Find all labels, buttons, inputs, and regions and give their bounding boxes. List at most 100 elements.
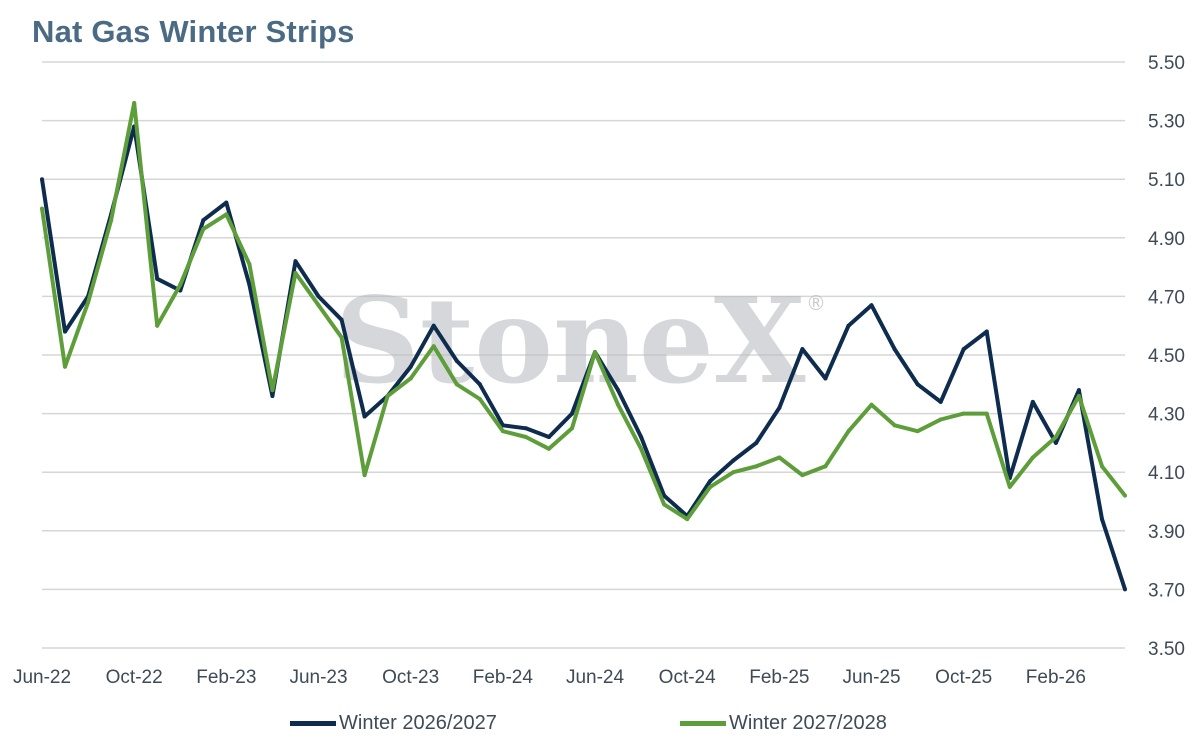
data-point-winter-2027-2028 <box>247 262 252 267</box>
x-tick-label: Feb-23 <box>196 667 256 688</box>
chart-title: Nat Gas Winter Strips <box>32 14 355 49</box>
data-point-winter-2027-2028 <box>40 206 44 211</box>
x-tick-label: Feb-25 <box>749 667 809 688</box>
legend-swatch-winter-2027-2028 <box>680 721 726 726</box>
data-point-winter-2026-2027 <box>777 405 782 410</box>
data-point-winter-2027-2028 <box>500 429 505 434</box>
data-point-winter-2027-2028 <box>616 402 621 407</box>
data-point-winter-2027-2028 <box>385 394 390 399</box>
y-tick-label: 4.50 <box>1148 346 1185 367</box>
data-point-winter-2026-2027 <box>754 440 759 445</box>
data-point-winter-2026-2027 <box>731 458 736 463</box>
y-axis-ticks: 5.50 5.30 5.10 4.90 4.70 4.50 4.30 4.10 3.90 3.70… <box>1148 53 1185 660</box>
data-point-winter-2026-2027 <box>1123 587 1127 592</box>
data-point-winter-2027-2028 <box>155 323 160 328</box>
data-point-winter-2027-2028 <box>984 411 989 416</box>
legend-label-winter-2027-2028: Winter 2027/2028 <box>729 712 887 734</box>
data-point-winter-2027-2028 <box>63 364 68 369</box>
data-point-winter-2026-2027 <box>616 388 621 393</box>
legend-label-winter-2026-2027: Winter 2026/2027 <box>339 712 497 734</box>
data-point-winter-2026-2027 <box>1076 388 1081 393</box>
data-point-winter-2026-2027 <box>477 382 482 387</box>
data-point-winter-2026-2027 <box>63 329 68 334</box>
x-tick-label: Oct-25 <box>935 667 992 688</box>
watermark-logo: StoneX ® <box>335 271 826 410</box>
data-point-winter-2027-2028 <box>639 446 644 451</box>
data-point-winter-2027-2028 <box>339 335 344 340</box>
data-point-winter-2027-2028 <box>800 473 805 478</box>
data-point-winter-2027-2028 <box>523 435 528 440</box>
data-point-winter-2026-2027 <box>1053 440 1058 445</box>
x-tick-label: Oct-23 <box>382 667 439 688</box>
data-point-winter-2026-2027 <box>662 493 667 498</box>
data-point-winter-2026-2027 <box>569 411 574 416</box>
data-point-winter-2027-2028 <box>546 446 551 451</box>
data-point-winter-2026-2027 <box>293 259 298 264</box>
data-point-winter-2027-2028 <box>270 388 275 393</box>
data-point-winter-2027-2028 <box>178 282 183 287</box>
data-point-winter-2027-2028 <box>362 473 367 478</box>
data-point-winter-2027-2028 <box>685 517 690 522</box>
data-point-winter-2026-2027 <box>984 329 989 334</box>
data-point-winter-2026-2027 <box>708 478 713 483</box>
x-tick-label: Jun-24 <box>566 667 625 688</box>
x-axis-ticks: Jun-22 Oct-22 Feb-23 Jun-23 Oct-23 Feb-24 Jun-… <box>13 667 1086 688</box>
series-line-winter-2027-2028 <box>40 101 1127 522</box>
data-point-winter-2027-2028 <box>708 484 713 489</box>
data-point-winter-2027-2028 <box>731 470 736 475</box>
data-point-winter-2027-2028 <box>892 423 897 428</box>
y-tick-label: 5.30 <box>1148 112 1185 133</box>
y-tick-label: 3.50 <box>1148 639 1185 660</box>
data-point-winter-2026-2027 <box>40 177 44 182</box>
data-point-winter-2026-2027 <box>639 435 644 440</box>
data-point-winter-2027-2028 <box>224 212 229 217</box>
y-tick-label: 4.10 <box>1148 463 1185 484</box>
legend-swatch-winter-2026-2027 <box>290 721 336 726</box>
y-tick-label: 3.70 <box>1148 580 1185 601</box>
legend: Winter 2026/2027 Winter 2027/2028 <box>0 712 1198 738</box>
data-point-winter-2026-2027 <box>408 364 413 369</box>
data-point-winter-2027-2028 <box>1099 464 1104 469</box>
x-tick-label: Jun-22 <box>13 667 71 688</box>
data-point-winter-2027-2028 <box>1123 493 1127 498</box>
x-tick-label: Jun-25 <box>842 667 900 688</box>
data-point-winter-2026-2027 <box>454 358 459 363</box>
y-tick-label: 4.90 <box>1148 229 1185 250</box>
data-point-winter-2027-2028 <box>201 227 206 232</box>
x-tick-label: Oct-22 <box>106 667 163 688</box>
data-point-winter-2027-2028 <box>754 464 759 469</box>
gridlines <box>42 61 1125 649</box>
data-point-winter-2026-2027 <box>938 399 943 404</box>
data-point-winter-2026-2027 <box>892 347 897 352</box>
data-point-winter-2027-2028 <box>569 426 574 431</box>
data-point-winter-2026-2027 <box>1030 399 1035 404</box>
data-point-winter-2026-2027 <box>546 435 551 440</box>
data-point-winter-2027-2028 <box>454 382 459 387</box>
x-tick-label: Feb-24 <box>473 667 534 688</box>
legend-item-winter-2026-2027: Winter 2026/2027 <box>290 712 497 735</box>
data-point-winter-2027-2028 <box>477 396 482 401</box>
data-point-winter-2027-2028 <box>1076 394 1081 399</box>
data-point-winter-2026-2027 <box>1099 517 1104 522</box>
data-point-winter-2026-2027 <box>431 323 436 328</box>
series-lines <box>40 101 1127 592</box>
data-point-winter-2027-2028 <box>961 411 966 416</box>
y-tick-label: 5.10 <box>1148 170 1185 191</box>
data-point-winter-2027-2028 <box>431 344 436 349</box>
data-point-winter-2026-2027 <box>523 426 528 431</box>
series-line-winter-2026-2027 <box>40 124 1127 591</box>
data-point-winter-2026-2027 <box>846 323 851 328</box>
data-point-winter-2027-2028 <box>593 350 598 355</box>
y-tick-label: 4.70 <box>1148 287 1185 308</box>
data-point-winter-2027-2028 <box>408 376 413 381</box>
watermark-registered-mark: ® <box>806 291 826 315</box>
data-point-winter-2026-2027 <box>270 394 275 399</box>
data-point-winter-2027-2028 <box>938 417 943 422</box>
data-point-winter-2026-2027 <box>339 317 344 322</box>
x-tick-label: Feb-26 <box>1026 667 1086 688</box>
data-point-winter-2027-2028 <box>132 101 137 106</box>
data-point-winter-2026-2027 <box>201 218 206 223</box>
data-point-winter-2027-2028 <box>662 502 667 507</box>
data-point-winter-2026-2027 <box>800 347 805 352</box>
data-point-winter-2027-2028 <box>915 429 920 434</box>
